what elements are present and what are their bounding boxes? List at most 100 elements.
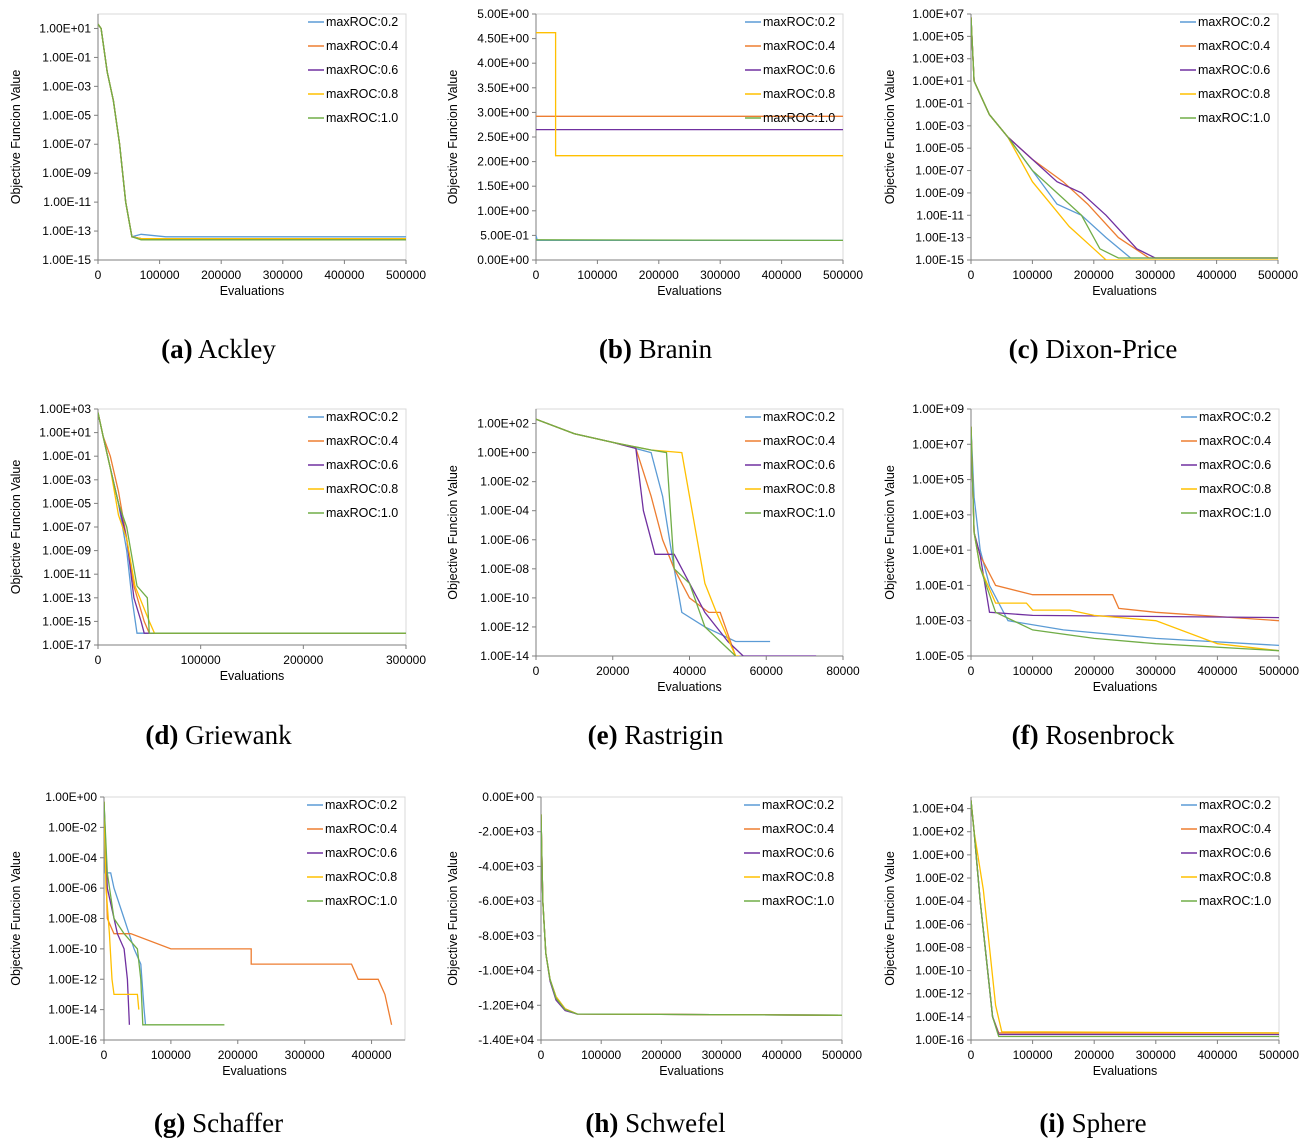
legend-label: maxROC:0.2 [326, 410, 398, 424]
y-tick-label: 1.00E-15 [915, 253, 964, 267]
x-tick-label: 300000 [702, 1048, 742, 1062]
y-tick-label: 5.00E+00 [477, 7, 529, 21]
x-axis-label: Evaluations [220, 284, 285, 298]
chart-panel-dixon-price: 1.00E+07 1.00E+05 1.00E+03 1.00E+01 1.00E-01… [874, 0, 1312, 380]
x-tick-label: 200000 [218, 1048, 258, 1062]
legend-label: maxROC:0.8 [763, 87, 835, 101]
legend-label: maxROC:0.8 [763, 482, 835, 496]
series-line-maxROC-1-0 [541, 814, 842, 1016]
series-line-maxROC-0-8 [971, 17, 1278, 260]
y-tick-label: 1.00E+01 [39, 21, 91, 35]
legend-label: maxROC:0.6 [1199, 846, 1271, 860]
y-tick-label: 1.00E-14 [480, 649, 529, 663]
legend-label: maxROC:0.4 [1199, 822, 1271, 836]
caption-schwefel: (h) Schwefel [437, 1108, 874, 1139]
y-tick-label: 1.00E-13 [42, 224, 91, 238]
caption-name: Rastrigin [624, 720, 724, 750]
chart-schwefel: 0.00E+00 -2.00E+03 -4.00E+03 -6.00E+03 -8.00… [446, 790, 862, 1078]
legend-label: maxROC:0.2 [762, 798, 834, 812]
y-tick-label: 5.00E-01 [480, 228, 529, 242]
x-tick-label: 0 [968, 664, 975, 678]
y-tick-label: -1.00E+04 [478, 964, 534, 978]
y-tick-label: 1.00E-09 [42, 544, 91, 558]
y-tick-label: 1.00E-03 [915, 614, 964, 628]
x-tick-label: 400000 [1197, 268, 1237, 282]
y-tick-label: 1.00E-06 [915, 917, 964, 931]
series-line-maxROC-0-8 [98, 23, 406, 240]
series-line-maxROC-0-8 [971, 800, 1279, 1034]
y-tick-label: 1.00E-10 [915, 964, 964, 978]
x-axis-label: Evaluations [1093, 680, 1158, 694]
series-line-maxROC-0-4 [98, 23, 406, 240]
y-tick-label: -1.20E+04 [478, 998, 534, 1012]
series-line-maxROC-1-0 [536, 239, 843, 242]
y-axis-label: Objective Funcion Value [446, 70, 460, 205]
x-tick-label: 500000 [386, 268, 426, 282]
series-line-maxROC-0-4 [541, 814, 842, 1016]
legend-label: maxROC:0.4 [326, 434, 398, 448]
legend-label: maxROC:0.2 [1199, 410, 1271, 424]
y-tick-label: 1.00E+00 [912, 848, 964, 862]
y-tick-label: 1.00E-10 [480, 591, 529, 605]
legend-label: maxROC:0.6 [326, 63, 398, 77]
chart-panel-branin: 0.00E+00 5.00E-01 1.00E+00 1.50E+00 2.00E+00… [437, 0, 874, 380]
x-tick-label: 400000 [352, 1048, 392, 1062]
series-line-maxROC-0-2 [104, 812, 147, 1025]
caption-letter: (c) [1008, 334, 1039, 364]
x-tick-label: 100000 [1013, 664, 1053, 678]
series-line-maxROC-0-6 [104, 801, 131, 1025]
x-tick-label: 300000 [700, 268, 740, 282]
y-tick-label: 1.00E-01 [915, 578, 964, 592]
chart-sphere: 1.00E+04 1.00E+02 1.00E+00 1.00E-02 1.00E-04… [883, 796, 1299, 1078]
y-axis-label: Objective Funcion Value [883, 465, 897, 600]
legend-label: maxROC:0.8 [326, 482, 398, 496]
y-tick-label: 1.00E-09 [42, 166, 91, 180]
y-tick-label: 1.00E-02 [480, 475, 529, 489]
y-tick-label: 1.00E-08 [480, 562, 529, 576]
y-tick-label: 1.00E-01 [42, 50, 91, 64]
x-tick-label: 300000 [285, 1048, 325, 1062]
series-line-maxROC-0-4 [971, 426, 1279, 622]
x-tick-label: 400000 [762, 1048, 802, 1062]
x-tick-label: 500000 [1259, 664, 1299, 678]
caption-schaffer: (g) Schaffer [0, 1108, 437, 1139]
series-line-maxROC-0-6 [971, 426, 1279, 619]
x-tick-label: 400000 [324, 268, 364, 282]
series-line-maxROC-0-6 [971, 17, 1278, 259]
series-line-maxROC-1-0 [98, 23, 406, 241]
y-tick-label: 1.00E+03 [912, 508, 964, 522]
caption-rosenbrock: (f) Rosenbrock [874, 720, 1312, 751]
caption-name: Dixon-Price [1045, 334, 1178, 364]
y-tick-label: 3.50E+00 [477, 81, 529, 95]
x-tick-label: 100000 [1013, 1048, 1053, 1062]
y-tick-label: 1.00E-13 [915, 231, 964, 245]
x-tick-label: 500000 [1258, 268, 1298, 282]
legend-label: maxROC:0.2 [1199, 798, 1271, 812]
x-tick-label: 0 [95, 653, 102, 667]
y-tick-label: 1.00E-12 [48, 972, 97, 986]
x-tick-label: 500000 [823, 268, 863, 282]
y-tick-label: 1.00E-11 [43, 567, 91, 581]
y-tick-label: 1.00E-06 [48, 881, 97, 895]
y-tick-label: 1.00E-01 [42, 449, 91, 463]
caption-name: Schwefel [625, 1108, 726, 1138]
legend-label: maxROC:0.6 [326, 458, 398, 472]
y-axis-label: Objective Funcion Value [9, 70, 23, 205]
y-tick-label: 1.00E-04 [480, 504, 529, 518]
x-tick-label: 0 [101, 1048, 108, 1062]
y-tick-label: 1.50E+00 [477, 179, 529, 193]
caption-letter: (b) [598, 334, 632, 364]
x-axis-label: Evaluations [657, 680, 722, 694]
legend-label: maxROC:0.2 [326, 15, 398, 29]
x-tick-label: 0 [968, 1048, 975, 1062]
y-tick-label: 1.00E+09 [912, 402, 964, 416]
legend-label: maxROC:0.4 [326, 39, 398, 53]
x-tick-label: 0 [538, 1048, 545, 1062]
y-tick-label: 1.00E-03 [42, 79, 91, 93]
y-tick-label: 1.00E+01 [912, 543, 964, 557]
legend-label: maxROC:0.4 [1199, 434, 1271, 448]
y-tick-label: 1.00E-14 [48, 1003, 97, 1017]
series-line-maxROC-1-0 [104, 801, 225, 1026]
caption-letter: (a) [161, 334, 193, 364]
legend-label: maxROC:0.6 [762, 846, 834, 860]
